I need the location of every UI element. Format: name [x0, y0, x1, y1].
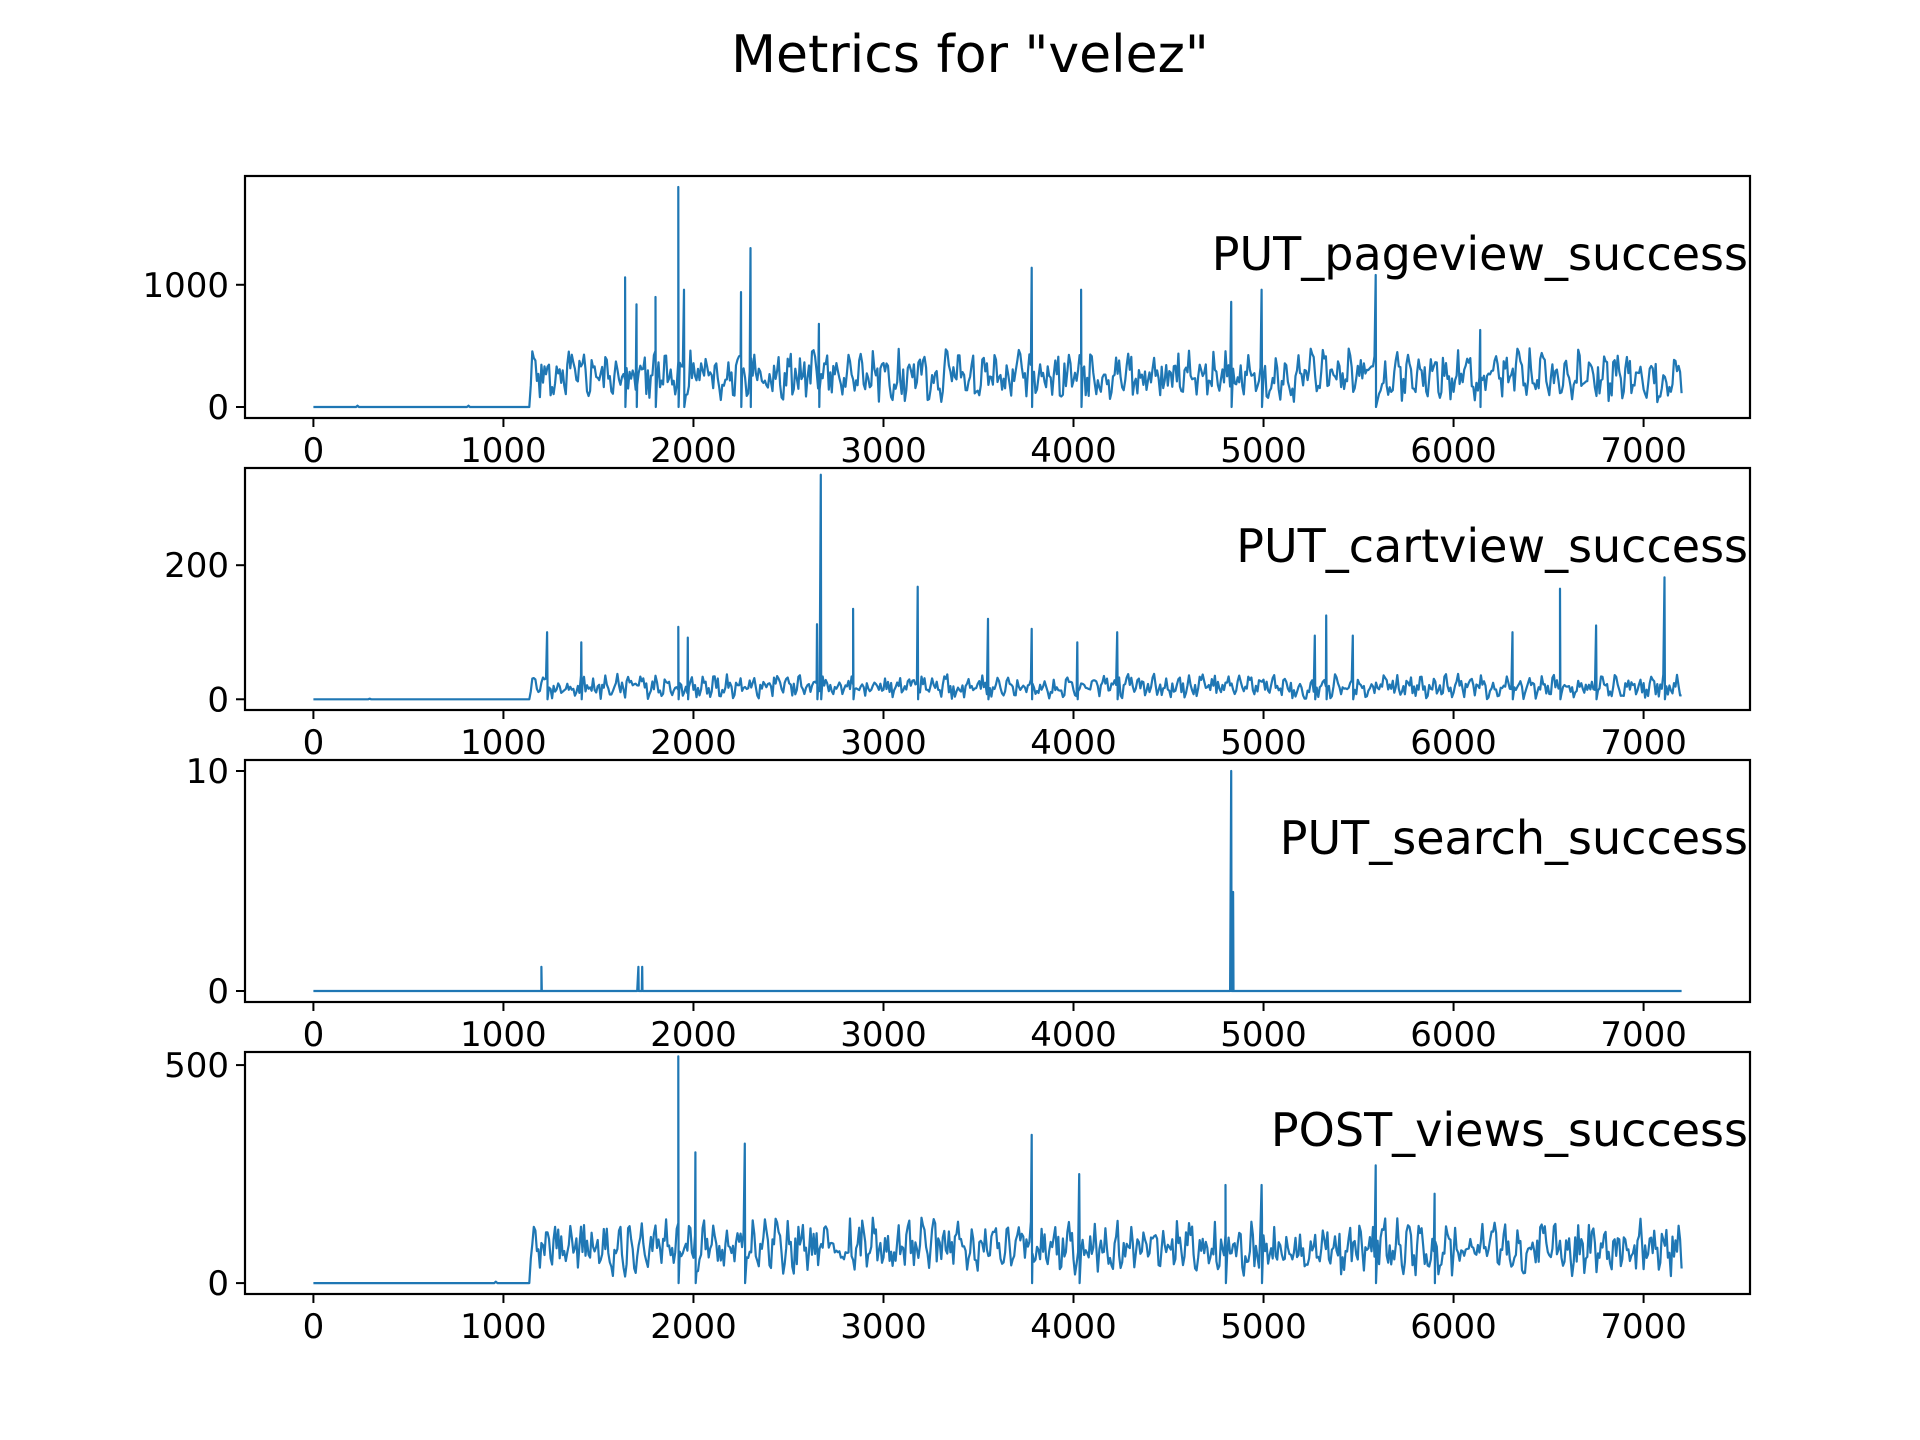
x-tick-label-search-6000: 6000	[1410, 1015, 1497, 1055]
series-line-cartview	[313, 473, 1682, 701]
x-tick-label-views-4000: 4000	[1030, 1307, 1117, 1347]
figure-title: Metrics for "velez"	[731, 25, 1209, 85]
x-tick-label-cartview-5000: 5000	[1220, 723, 1307, 763]
x-tick-label-views-3000: 3000	[840, 1307, 927, 1347]
x-tick-label-cartview-0: 0	[303, 723, 325, 763]
x-tick-label-pageview-3000: 3000	[840, 431, 927, 471]
series-line-pageview	[313, 185, 1683, 409]
plot-frame-cartview	[243, 466, 1752, 712]
x-tick-label-views-7000: 7000	[1600, 1307, 1687, 1347]
x-tick-label-search-0: 0	[303, 1015, 325, 1055]
x-tick-label-views-1000: 1000	[460, 1307, 547, 1347]
x-tick-label-views-6000: 6000	[1410, 1307, 1497, 1347]
x-tick-label-views-5000: 5000	[1220, 1307, 1307, 1347]
series-line-views	[313, 1055, 1683, 1285]
x-tick-label-pageview-7000: 7000	[1600, 431, 1687, 471]
series-label-pageview: PUT_pageview_success	[1212, 227, 1748, 281]
subplot-pageview: 0 1000 2000 3000 4000 5000 6000 7000 0 1000 PUT_pa…	[142, 174, 1752, 471]
plot-frame-pageview	[243, 174, 1752, 420]
x-tick-label-pageview-6000: 6000	[1410, 431, 1497, 471]
x-tick-label-views-2000: 2000	[650, 1307, 737, 1347]
y-tick-label-views-0: 0	[207, 1264, 229, 1304]
subplot-views: 0 1000 2000 3000 4000 5000 6000 7000 0 500 POST_vi…	[164, 1046, 1752, 1347]
x-tick-label-cartview-1000: 1000	[460, 723, 547, 763]
x-tick-label-cartview-6000: 6000	[1410, 723, 1497, 763]
y-tick-label-views-500: 500	[164, 1046, 229, 1086]
subplot-stack: 0 1000 2000 3000 4000 5000 6000 700001000PUT_pa…	[142, 174, 1752, 1347]
x-tick-label-pageview-2000: 2000	[650, 431, 737, 471]
x-tick-label-search-2000: 2000	[650, 1015, 737, 1055]
x-tick-label-search-3000: 3000	[840, 1015, 927, 1055]
series-label-views: POST_views_success	[1271, 1103, 1748, 1157]
y-tick-label-search-10: 10	[186, 752, 229, 792]
y-tick-label-pageview-0: 0	[207, 388, 229, 428]
x-tick-label-cartview-3000: 3000	[840, 723, 927, 763]
y-tick-label-search-0: 0	[207, 972, 229, 1012]
x-tick-label-search-7000: 7000	[1600, 1015, 1687, 1055]
series-line-search	[313, 769, 1682, 993]
y-tick-label-pageview-1000: 1000	[142, 266, 229, 306]
x-tick-label-views-0: 0	[303, 1307, 325, 1347]
subplot-cartview: 0 1000 2000 3000 4000 5000 6000 7000 0 200 PUT_car…	[164, 466, 1752, 763]
subplot-search: 0 1000 2000 3000 4000 5000 6000 7000 0 10 PUT_sear…	[186, 752, 1752, 1055]
series-label-search: PUT_search_success	[1280, 811, 1748, 865]
series-label-cartview: PUT_cartview_success	[1236, 519, 1748, 573]
x-tick-label-pageview-1000: 1000	[460, 431, 547, 471]
x-tick-label-cartview-4000: 4000	[1030, 723, 1117, 763]
x-tick-label-search-1000: 1000	[460, 1015, 547, 1055]
y-tick-label-cartview-0: 0	[207, 680, 229, 720]
plot-frame-views	[243, 1050, 1752, 1296]
x-tick-label-search-5000: 5000	[1220, 1015, 1307, 1055]
x-tick-label-pageview-4000: 4000	[1030, 431, 1117, 471]
x-tick-label-search-4000: 4000	[1030, 1015, 1117, 1055]
x-tick-label-cartview-2000: 2000	[650, 723, 737, 763]
x-tick-label-pageview-5000: 5000	[1220, 431, 1307, 471]
y-tick-label-cartview-200: 200	[164, 546, 229, 586]
x-tick-label-cartview-7000: 7000	[1600, 723, 1687, 763]
x-tick-label-pageview-0: 0	[303, 431, 325, 471]
plot-frame-search	[243, 758, 1752, 1004]
